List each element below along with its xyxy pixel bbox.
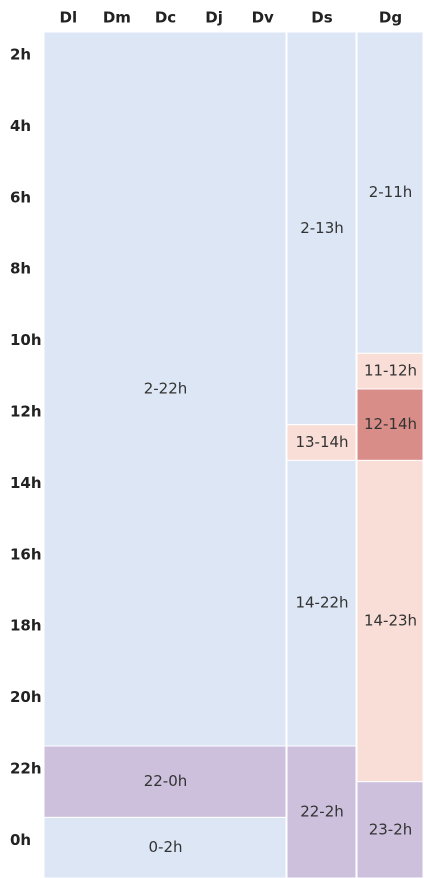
day-header: Dl (60, 9, 78, 27)
time-block (356, 388, 424, 461)
block-label: 0-2h (148, 838, 182, 856)
time-block (43, 745, 287, 818)
time-block (43, 816, 287, 878)
day-header: Ds (311, 9, 332, 27)
hour-label: 4h (10, 117, 31, 135)
block-label: 14-23h (364, 612, 417, 630)
time-block (356, 352, 424, 390)
time-block (356, 31, 424, 354)
block-label: 23-2h (369, 820, 413, 838)
block-label: 11-12h (364, 362, 417, 380)
block-label: 14-22h (295, 594, 348, 612)
time-block (286, 745, 357, 878)
time-block (356, 781, 424, 878)
block-label: 22-2h (300, 803, 344, 821)
day-header: Dm (103, 9, 131, 27)
hour-label: 2h (10, 46, 31, 64)
hour-label: 8h (10, 260, 31, 278)
hour-label: 0h (10, 831, 31, 849)
hour-label: 12h (10, 403, 42, 421)
block-label: 12-14h (364, 415, 417, 433)
hour-label: 20h (10, 688, 42, 706)
time-block (43, 31, 287, 747)
block-label: 2-22h (144, 380, 188, 398)
block-label: 2-13h (300, 219, 344, 237)
hour-label: 22h (10, 760, 42, 778)
day-header: Dc (155, 9, 176, 27)
hour-label: 6h (10, 188, 31, 206)
hour-label: 10h (10, 331, 42, 349)
block-label: 13-14h (295, 433, 348, 451)
block-label: 22-0h (144, 772, 188, 790)
day-header: Dv (252, 9, 274, 27)
time-block (286, 424, 357, 461)
day-header: Dg (379, 9, 402, 27)
hour-label: 18h (10, 617, 42, 635)
block-label: 2-11h (369, 183, 413, 201)
day-header: Dj (205, 9, 223, 27)
time-block (286, 31, 357, 426)
hour-label: 16h (10, 545, 42, 563)
hour-label: 14h (10, 474, 42, 492)
time-block (286, 459, 357, 747)
